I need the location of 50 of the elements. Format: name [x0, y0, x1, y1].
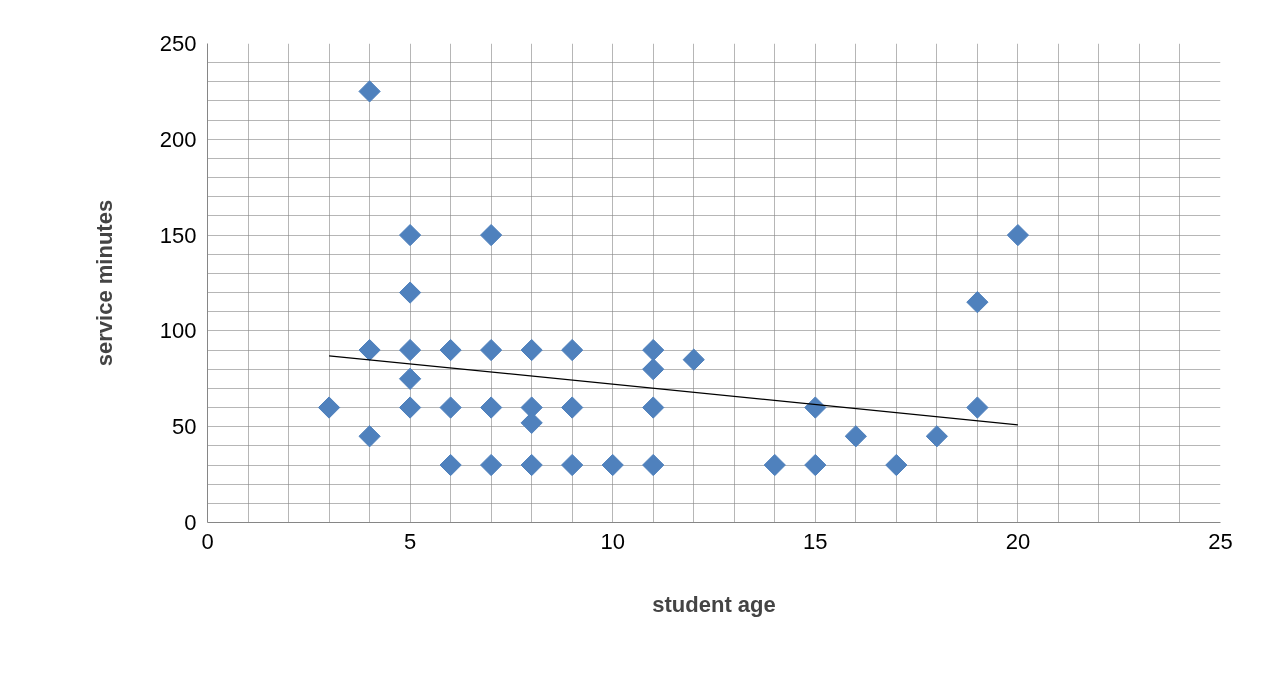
point — [682, 348, 705, 371]
point — [561, 396, 584, 419]
point — [439, 338, 462, 362]
y-tick-label: 50 — [172, 414, 197, 440]
point — [601, 453, 624, 477]
point — [520, 453, 543, 477]
point — [520, 338, 543, 362]
y-tick-label: 200 — [159, 126, 197, 152]
x-tick-label: 10 — [600, 528, 625, 554]
point — [398, 338, 422, 362]
point — [642, 358, 665, 381]
point — [358, 338, 381, 362]
point — [1006, 223, 1030, 247]
point — [358, 425, 381, 448]
point — [561, 338, 584, 362]
point — [804, 396, 827, 419]
point — [398, 396, 422, 419]
point — [966, 396, 989, 419]
y-tick-label: 100 — [159, 318, 197, 344]
point — [804, 453, 827, 477]
point — [439, 453, 462, 477]
point — [358, 80, 381, 103]
x-tick-label: 25 — [1208, 528, 1233, 554]
point — [480, 338, 503, 362]
point — [844, 425, 867, 448]
x-tick-label: 15 — [803, 528, 828, 554]
point — [763, 453, 786, 477]
point — [480, 396, 503, 419]
point — [642, 396, 665, 419]
y-tick-label: 150 — [159, 222, 197, 248]
x-tick-label: 20 — [1005, 528, 1031, 554]
y-tick-label: 250 — [159, 31, 197, 56]
point — [642, 453, 665, 477]
point — [480, 453, 503, 477]
point — [398, 367, 422, 390]
point — [885, 453, 908, 477]
point — [966, 291, 989, 314]
x-tick-label: 0 — [201, 528, 214, 554]
point — [317, 396, 341, 419]
point — [925, 425, 948, 448]
y-tick-label: 0 — [184, 510, 197, 535]
point — [480, 223, 503, 247]
x-axis-title: student age — [652, 591, 776, 617]
y-axis-title: service minutes — [91, 199, 117, 367]
point — [561, 453, 584, 477]
point — [439, 396, 462, 419]
point — [398, 223, 422, 247]
x-tick-label: 5 — [403, 528, 417, 554]
point — [642, 338, 665, 362]
point — [398, 281, 422, 304]
